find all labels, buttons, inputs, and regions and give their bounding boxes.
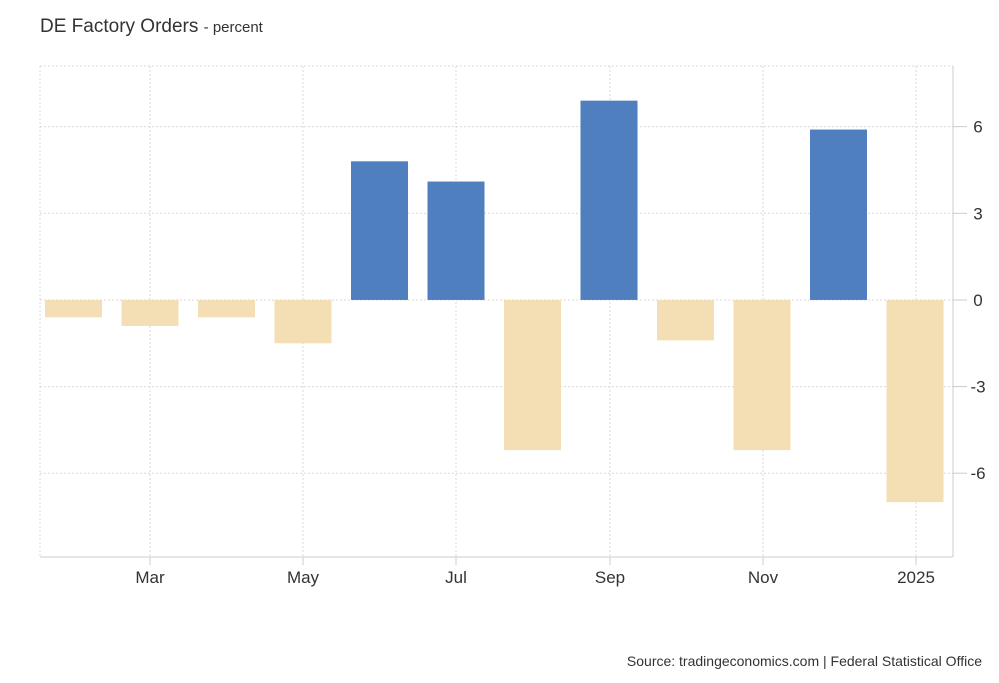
bar-nov-2024[interactable] [810, 129, 867, 300]
tick-labels: 6 3 0 -3 -6 Mar May Jul Sep Nov 2025 [135, 118, 985, 587]
bar-jan-2024[interactable] [45, 299, 102, 318]
x-tick-label: May [287, 568, 320, 587]
y-tick-label: 0 [973, 291, 982, 310]
source-note: Source: tradingeconomics.com | Federal S… [626, 653, 982, 669]
bar-aug-2024[interactable] [580, 100, 638, 300]
x-tick-label: Nov [748, 568, 779, 587]
bars [45, 100, 944, 503]
bar-sep-2024[interactable] [657, 299, 714, 341]
bar-oct-2024[interactable] [733, 299, 791, 451]
chart-title: DE Factory Orders - percent [40, 16, 263, 38]
bar-feb-2024[interactable] [121, 299, 179, 326]
bar-may-2024[interactable] [351, 161, 408, 300]
y-tick-label: -6 [970, 464, 985, 483]
bar-dec-2024[interactable] [886, 299, 944, 503]
x-tick-label: 2025 [897, 568, 935, 587]
x-tick-label: Mar [135, 568, 165, 587]
bar-mar-2024[interactable] [198, 299, 255, 318]
x-tick-label: Jul [445, 568, 467, 587]
x-tick-label: Sep [595, 568, 625, 587]
chart-subtitle: - percent [203, 19, 263, 36]
y-tick-label: 6 [973, 118, 982, 137]
y-tick-label: -3 [970, 378, 985, 397]
y-tick-label: 3 [973, 204, 982, 223]
bar-apr-2024[interactable] [274, 299, 332, 344]
bar-jun-2024[interactable] [427, 181, 485, 300]
axes [40, 66, 967, 565]
bar-jul-2024[interactable] [504, 299, 561, 451]
chart-title-text: DE Factory Orders [40, 16, 199, 37]
